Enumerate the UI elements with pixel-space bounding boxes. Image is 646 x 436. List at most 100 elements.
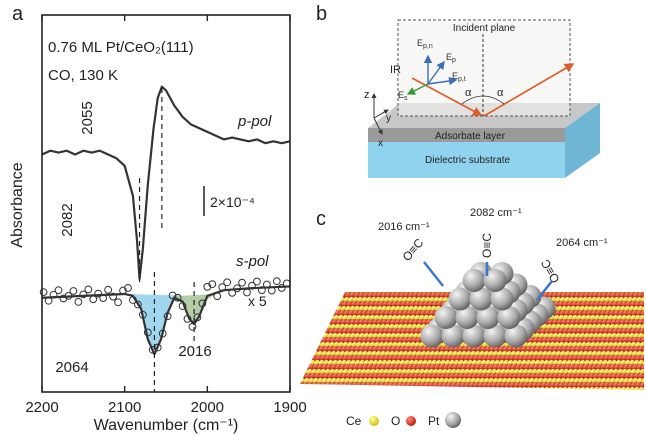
pt-atom — [504, 324, 528, 348]
pt-atom — [462, 324, 486, 348]
data-point — [124, 284, 132, 292]
peak-label: 2016 — [178, 343, 211, 360]
line — [41, 285, 291, 356]
molecule: O≡C — [480, 233, 494, 258]
diagram-panel: b Incident plane α α IR Ep,n Ep Ep,t Es … — [316, 3, 600, 178]
field-vector — [406, 83, 429, 95]
panel-label: c — [316, 208, 326, 230]
plane-label: Incident plane — [453, 23, 516, 34]
axis-label: y — [386, 113, 391, 124]
panel-label: b — [316, 3, 327, 25]
peak-label: 2064 — [55, 359, 88, 376]
axis-label: x — [378, 138, 383, 149]
x-tick-label: 2200 — [25, 399, 58, 416]
axis-x — [373, 117, 383, 135]
beam-label: IR — [390, 64, 401, 76]
multiplier: x 5 — [248, 293, 267, 309]
panel-label: a — [12, 3, 24, 25]
bond — [536, 280, 553, 301]
pt-atom — [497, 306, 521, 329]
line — [41, 85, 291, 280]
side-face — [565, 103, 600, 178]
data-point — [253, 277, 261, 286]
series-label: p-pol — [237, 113, 272, 130]
peak-label: 2055 — [79, 101, 96, 134]
data-point — [193, 313, 202, 322]
series-label: s-pol — [236, 253, 269, 270]
field-label: Ep,t — [452, 71, 466, 83]
data-point — [262, 280, 271, 289]
data-point — [89, 295, 98, 304]
data-point — [104, 285, 113, 294]
data-point — [74, 297, 83, 306]
data-point — [39, 288, 48, 296]
legend-swatch — [406, 416, 416, 426]
pt-atom — [455, 306, 479, 329]
pt-atom — [448, 287, 472, 311]
field-label: Es — [398, 90, 408, 102]
data-point — [163, 312, 172, 321]
field-label: Ep — [446, 52, 456, 64]
legend-swatch — [369, 416, 379, 426]
scale-bar-label: 2×10⁻⁴ — [210, 194, 255, 210]
data-point — [133, 300, 142, 309]
data-point — [54, 286, 63, 295]
data-point — [44, 296, 53, 305]
data-point — [94, 289, 103, 298]
annotation: 0.76 ML Pt/CeO₂(111) — [48, 39, 194, 56]
x-axis-title: Wavenumber (cm⁻¹) — [94, 417, 239, 434]
x-tick-label: 2000 — [191, 399, 224, 416]
reflected-ray — [483, 63, 575, 117]
pt-atom — [483, 269, 507, 292]
data-point — [69, 287, 78, 295]
frequency-label: 2064 cm⁻¹ — [556, 237, 608, 249]
data-point — [228, 288, 237, 297]
legend-label: Ce — [346, 414, 362, 428]
data-point — [84, 285, 93, 294]
pt-atom — [483, 324, 507, 348]
axis-label: z — [364, 89, 370, 101]
pt-atom — [441, 324, 465, 348]
adsorbate-layer — [368, 128, 565, 142]
peak-label: 2082 — [59, 203, 76, 236]
pt-atom — [469, 287, 493, 311]
legend-label: O — [391, 414, 400, 428]
data-point — [129, 296, 137, 304]
data-point — [138, 310, 147, 319]
field-label: Ep,n — [417, 38, 433, 50]
x-tick-label: 1900 — [273, 399, 306, 416]
y-axis-title: Absorbance — [9, 162, 26, 247]
x-tick-label: 2100 — [108, 399, 141, 416]
data-point — [267, 286, 276, 295]
data-point — [178, 302, 187, 310]
data-point — [208, 280, 217, 289]
layer-label: Adsorbate layer — [435, 131, 506, 142]
field-vector — [427, 60, 445, 85]
data-point — [64, 291, 73, 300]
field-vector — [427, 76, 458, 86]
data-point — [158, 329, 167, 338]
data-point — [213, 292, 222, 301]
data-point — [143, 328, 152, 337]
incident-ray — [411, 77, 483, 116]
axis-y — [373, 109, 389, 119]
data-point — [238, 278, 246, 287]
data-point — [109, 292, 117, 301]
pt-atom — [434, 306, 458, 329]
substrate — [368, 142, 565, 178]
spectrum-panel: a 0.76 ML Pt/CeO₂(111) CO, 130 K Absorba… — [9, 3, 307, 434]
angle: α — [465, 87, 472, 99]
pt-atom — [476, 306, 500, 329]
data-point — [188, 322, 197, 331]
layer-label: Dielectric substrate — [425, 155, 510, 166]
data-point — [168, 291, 177, 300]
data-point — [148, 345, 157, 354]
molecule: O≡C — [400, 236, 427, 264]
data-point — [183, 314, 192, 323]
data-point — [248, 281, 256, 290]
data-point — [49, 290, 58, 299]
pt-atom — [420, 324, 444, 348]
data-point — [243, 288, 251, 297]
